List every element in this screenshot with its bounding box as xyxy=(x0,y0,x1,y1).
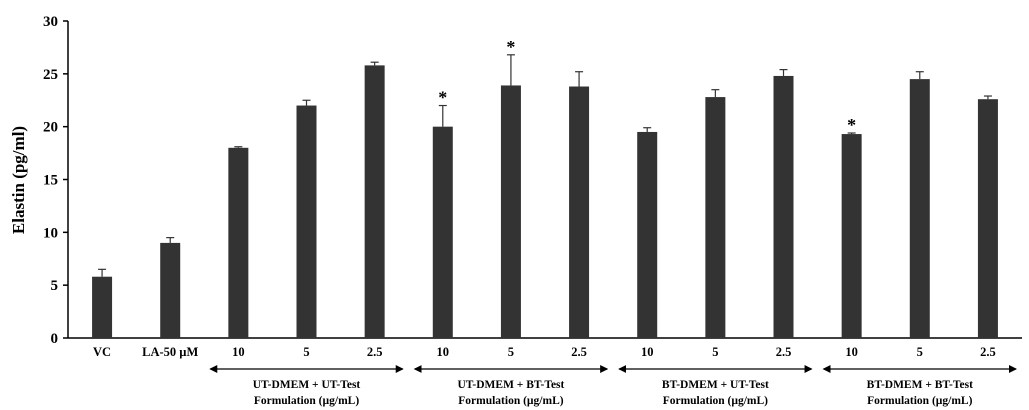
bar xyxy=(92,276,113,338)
category-label: VC xyxy=(93,345,111,359)
category-label: 10 xyxy=(232,345,245,359)
bar xyxy=(977,99,998,339)
significance-marker: * xyxy=(847,115,856,135)
bar xyxy=(773,75,794,339)
bar xyxy=(364,65,385,338)
bars xyxy=(92,54,998,339)
category-label: 10 xyxy=(845,345,858,359)
category-label: 5 xyxy=(712,345,718,359)
category-label: 10 xyxy=(437,345,450,359)
y-tick-label: 15 xyxy=(43,173,58,189)
group-labels: UT-DMEM + UT-Test Formulation (µg/mL) UT-D… xyxy=(209,365,1017,407)
category-label: 2.5 xyxy=(980,345,996,359)
category-label: 5 xyxy=(508,345,514,359)
bar xyxy=(705,97,726,338)
y-tick-label: 20 xyxy=(43,120,58,136)
category-label: 2.5 xyxy=(367,345,383,359)
bar xyxy=(569,86,590,338)
bar xyxy=(500,85,521,338)
category-label: 2.5 xyxy=(776,345,792,359)
y-tick-label: 30 xyxy=(43,14,58,30)
y-tick-label: 25 xyxy=(43,67,58,83)
significance-marker: * xyxy=(506,37,515,57)
category-label: 2.5 xyxy=(571,345,587,359)
y-tick-label: 0 xyxy=(51,331,59,347)
bar xyxy=(841,134,862,338)
bar xyxy=(228,147,249,338)
group-label-line1: BT-DMEM + BT-Test xyxy=(867,379,973,391)
category-label: LA-50 µM xyxy=(142,345,198,359)
group-label-line2: Formulation (µg/mL) xyxy=(867,395,972,407)
bar xyxy=(432,126,453,339)
category-label: 5 xyxy=(917,345,923,359)
category-label: 5 xyxy=(303,345,309,359)
bar xyxy=(160,242,181,338)
y-tick-label: 5 xyxy=(51,278,59,294)
group-label-line1: UT-DMEM + UT-Test xyxy=(253,379,361,391)
labels: VC LA-50 µM 10 5 2.5 * 10 * 5 2.5 10 5 2.5 * 10 5 2.5 xyxy=(93,37,996,359)
group-label-line2: Formulation (µg/mL) xyxy=(663,395,768,407)
bar xyxy=(909,79,930,338)
group-label-line2: Formulation (µg/mL) xyxy=(458,395,563,407)
group-label-line1: BT-DMEM + UT-Test xyxy=(662,379,769,391)
category-label: 10 xyxy=(641,345,654,359)
group-label-line2: Formulation (µg/mL) xyxy=(254,395,359,407)
bar xyxy=(296,105,317,339)
y-tick-label: 10 xyxy=(43,225,58,241)
bar xyxy=(637,131,658,338)
group-label-line1: UT-DMEM + BT-Test xyxy=(457,379,564,391)
significance-marker: * xyxy=(438,88,447,108)
axes: 0 5 10 15 20 25 30 xyxy=(43,14,1022,347)
y-axis-label: Elastin (pg/ml) xyxy=(9,126,28,234)
